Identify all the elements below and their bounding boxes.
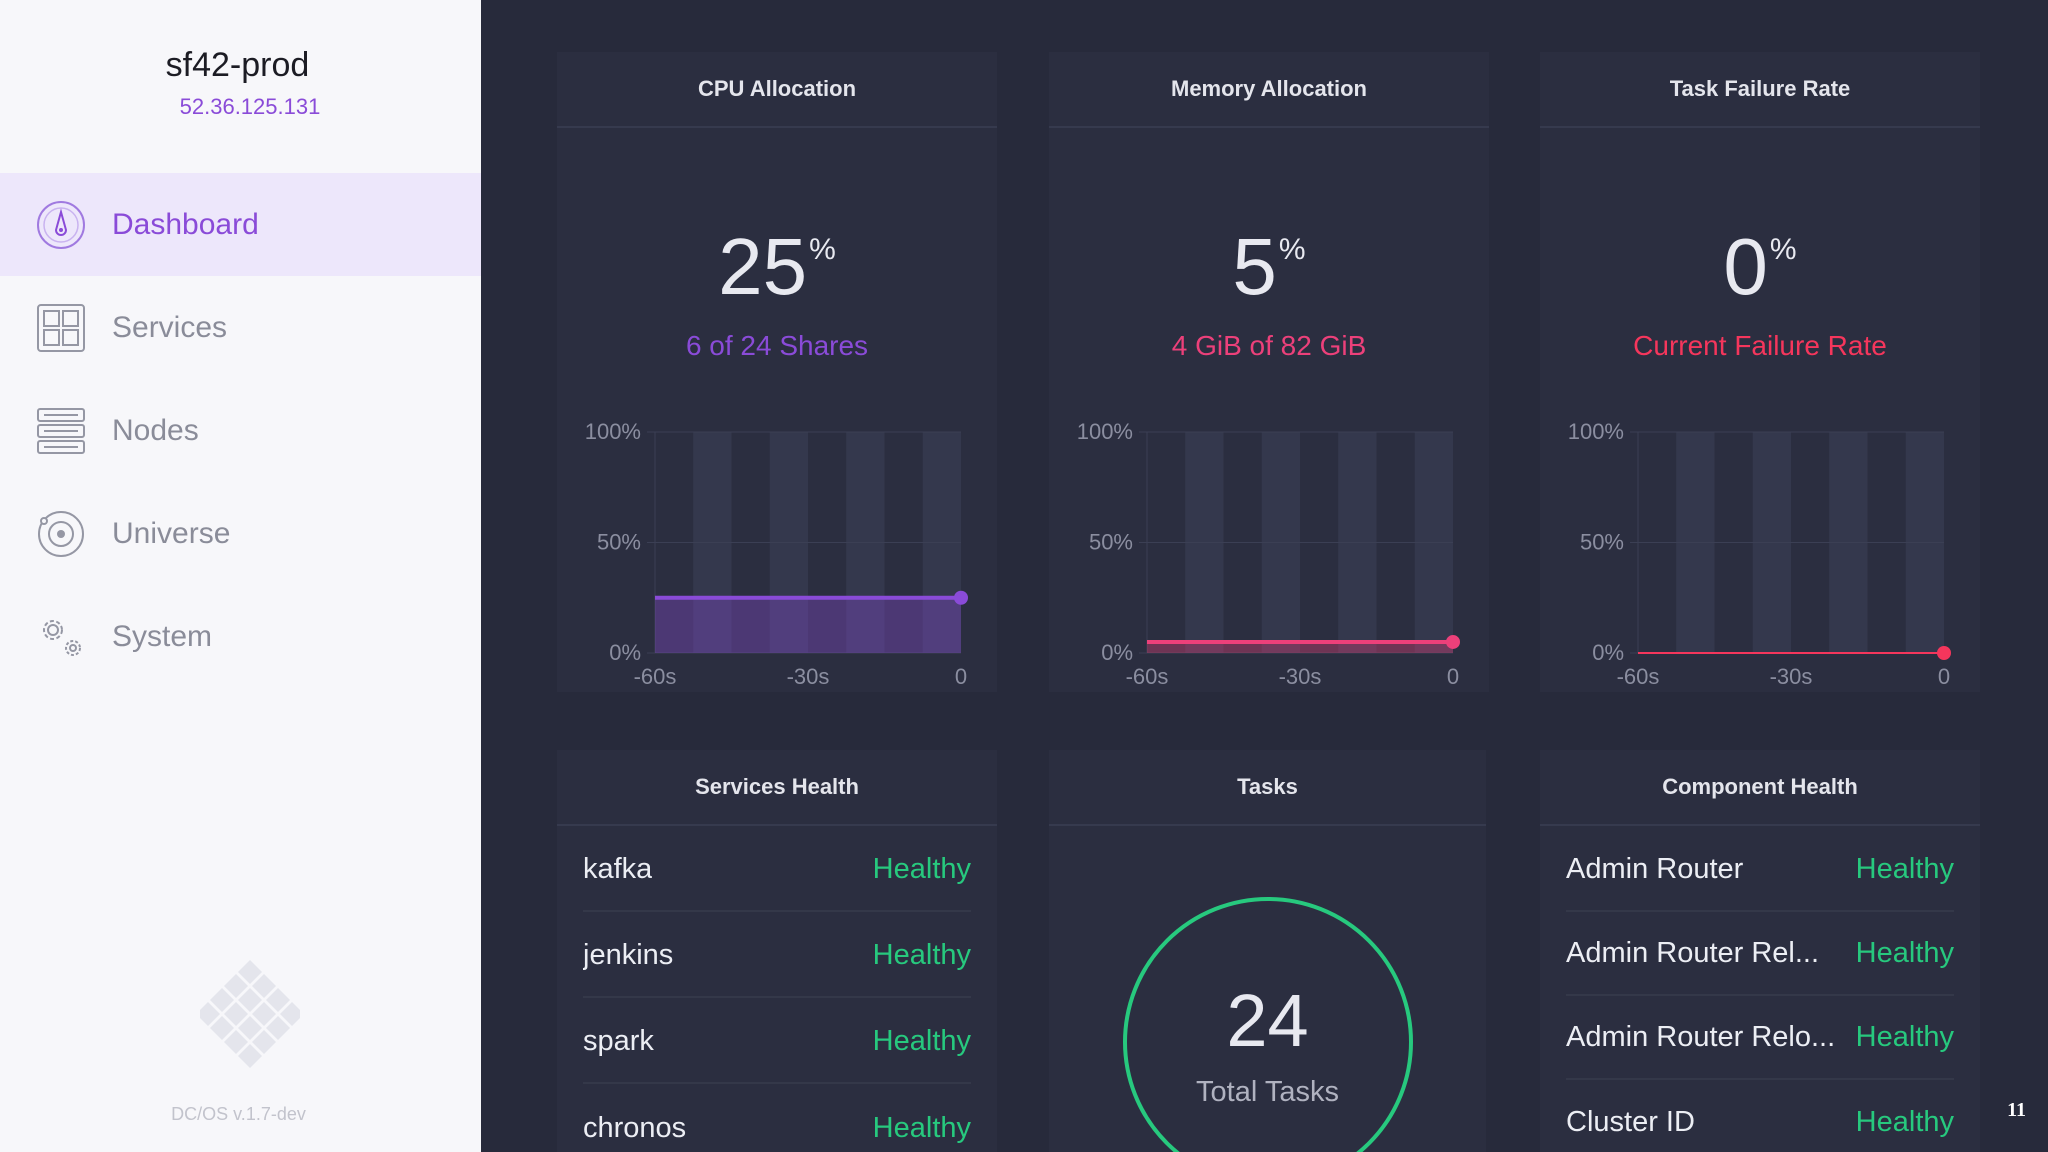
failure-value: 0 xyxy=(1723,222,1768,311)
universe-icon xyxy=(36,509,86,559)
component-row-admin-router-relo[interactable]: Admin Router Relo... Healthy xyxy=(1566,996,1954,1080)
panel-title: Task Failure Rate xyxy=(1540,52,1980,128)
nodes-server-icon xyxy=(36,406,86,456)
cpu-subtitle: 6 of 24 Shares xyxy=(685,330,869,361)
panel-title: Tasks xyxy=(1049,750,1486,826)
sidebar-item-dashboard[interactable]: Dashboard xyxy=(0,173,481,276)
y-tick-label: 100% xyxy=(1568,419,1624,444)
component-status: Healthy xyxy=(1855,852,1954,885)
x-tick-label: -30s xyxy=(1279,664,1322,689)
memory-allocation-panel[interactable]: Memory Allocation 5% 4 GiB of 82 GiB 100… xyxy=(1049,52,1489,692)
component-health-panel[interactable]: Component Health Admin Router Healthy Ad… xyxy=(1540,750,1980,1152)
y-tick-label: 50% xyxy=(597,530,641,555)
service-row-jenkins[interactable]: jenkins Healthy xyxy=(583,914,971,998)
y-tick-label: 50% xyxy=(1580,530,1624,555)
service-status: Healthy xyxy=(872,1024,971,1057)
component-status: Healthy xyxy=(1855,936,1954,969)
slide-number: 11 xyxy=(2007,1099,2026,1121)
panel-title: Services Health xyxy=(557,750,997,826)
total-tasks-count: 24 xyxy=(1226,979,1309,1062)
service-status: Healthy xyxy=(872,852,971,885)
dcos-logo-icon xyxy=(196,960,304,1075)
task-failure-rate-panel[interactable]: Task Failure Rate 0% Current Failure Rat… xyxy=(1540,52,1980,692)
y-tick-label: 0% xyxy=(609,640,641,665)
x-tick-label: 0 xyxy=(1938,664,1950,689)
sidebar-item-label: Services xyxy=(112,310,228,344)
component-status: Healthy xyxy=(1855,1105,1954,1138)
chart-area xyxy=(655,597,961,653)
sidebar-item-label: Universe xyxy=(112,516,231,550)
x-tick-label: -60s xyxy=(634,664,677,689)
sidebar-nav: Dashboard Services xyxy=(0,173,481,688)
service-row-chronos[interactable]: chronos Healthy xyxy=(583,1086,971,1152)
failure-chart: 100% 50% 0%-60s -30s 0 xyxy=(1568,419,1951,689)
tasks-panel[interactable]: Tasks xyxy=(1049,750,1486,1152)
total-tasks-label: Total Tasks xyxy=(1196,1076,1339,1108)
component-name: Admin Router Rel... xyxy=(1566,936,1820,969)
x-tick-label: -60s xyxy=(1126,664,1169,689)
system-gear-icon xyxy=(36,612,86,662)
x-tick-label: -60s xyxy=(1617,664,1660,689)
component-name: Admin Router Relo... xyxy=(1566,1020,1836,1053)
cluster-ip: 52.36.125.131 xyxy=(179,94,321,119)
sidebar-item-label: Dashboard xyxy=(112,207,259,241)
sidebar-item-label: System xyxy=(112,619,213,653)
percent-sign: % xyxy=(1278,233,1306,266)
service-name: spark xyxy=(583,1024,654,1057)
component-row-admin-router-rel[interactable]: Admin Router Rel... Healthy xyxy=(1566,912,1954,996)
cpu-percent: 25% xyxy=(557,227,997,307)
chart-area xyxy=(1147,641,1453,653)
failure-percent: 0% xyxy=(1540,227,1980,307)
services-health-panel[interactable]: Services Health kafka Healthy jenkins He… xyxy=(557,750,997,1152)
memory-value: 5 xyxy=(1232,222,1277,311)
y-tick-label: 100% xyxy=(1077,419,1133,444)
panel-title: CPU Allocation xyxy=(557,52,997,128)
x-tick-label: 0 xyxy=(1447,664,1459,689)
chart-latest-point xyxy=(1446,634,1460,649)
chart-latest-point xyxy=(1937,646,1951,660)
memory-subtitle: 4 GiB of 82 GiB xyxy=(1171,330,1367,361)
memory-percent: 5% xyxy=(1049,227,1489,307)
y-tick-label: 0% xyxy=(1592,640,1624,665)
service-row-spark[interactable]: spark Healthy xyxy=(583,1000,971,1084)
sidebar-item-universe[interactable]: Universe xyxy=(0,482,481,585)
sidebar: sf42-prod 52.36.125.131 Dashboard xyxy=(0,0,481,1152)
services-grid-icon xyxy=(36,303,86,353)
dashboard-icon xyxy=(36,200,86,250)
sidebar-item-nodes[interactable]: Nodes xyxy=(0,379,481,482)
service-status: Healthy xyxy=(872,938,971,971)
percent-sign: % xyxy=(1769,233,1797,266)
panel-title: Memory Allocation xyxy=(1049,52,1489,128)
service-name: jenkins xyxy=(583,938,674,971)
service-name: kafka xyxy=(583,852,653,885)
component-row-cluster-id[interactable]: Cluster ID Healthy xyxy=(1566,1080,1954,1152)
panel-title: Component Health xyxy=(1540,750,1980,826)
component-name: Cluster ID xyxy=(1566,1105,1695,1138)
x-tick-label: -30s xyxy=(787,664,830,689)
service-row-kafka[interactable]: kafka Healthy xyxy=(583,828,971,912)
cpu-allocation-panel[interactable]: CPU Allocation 25% 6 of 24 Shares 100% 50… xyxy=(557,52,997,692)
tasks-ring xyxy=(1123,897,1413,1152)
failure-subtitle: Current Failure Rate xyxy=(1633,330,1887,361)
percent-sign: % xyxy=(809,233,836,266)
sidebar-item-label: Nodes xyxy=(112,413,199,447)
chart-latest-point xyxy=(954,590,968,605)
sidebar-item-system[interactable]: System xyxy=(0,585,481,688)
component-name: Admin Router xyxy=(1566,852,1744,885)
sidebar-item-services[interactable]: Services xyxy=(0,276,481,379)
y-tick-label: 50% xyxy=(1089,530,1133,555)
cluster-name[interactable]: sf42-prod xyxy=(165,46,310,84)
service-name: chronos xyxy=(583,1111,687,1144)
cpu-value: 25 xyxy=(718,222,808,311)
y-tick-label: 100% xyxy=(585,419,641,444)
service-status: Healthy xyxy=(872,1111,971,1144)
component-status: Healthy xyxy=(1855,1020,1954,1053)
x-tick-label: 0 xyxy=(955,664,967,689)
y-tick-label: 0% xyxy=(1101,640,1133,665)
memory-chart: 100% 50% 0%-60s -30s 0 xyxy=(1077,419,1460,689)
x-tick-label: -30s xyxy=(1770,664,1813,689)
version-label: DC/OS v.1.7-dev xyxy=(171,1104,306,1124)
component-row-admin-router[interactable]: Admin Router Healthy xyxy=(1566,828,1954,912)
cpu-chart: 100% 50% 0%-60s -30s 0 xyxy=(585,419,968,689)
